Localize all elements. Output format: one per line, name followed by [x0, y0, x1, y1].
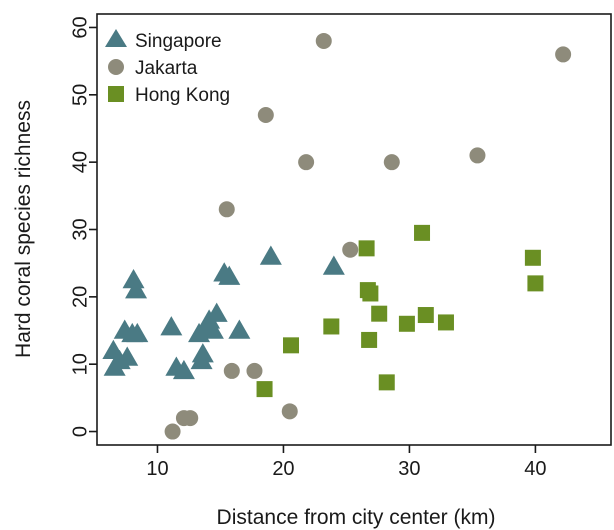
point-hong-kong — [323, 318, 340, 335]
point-jakarta — [164, 423, 181, 440]
legend-label-hong-kong: Hong Kong — [135, 85, 230, 106]
point-singapore — [322, 255, 345, 275]
point-jakarta — [182, 410, 199, 427]
y-tick-label: 10 — [69, 353, 91, 375]
point-hong-kong — [417, 307, 434, 324]
point-hong-kong — [527, 275, 544, 292]
series-singapore — [102, 245, 345, 380]
legend-label-jakarta: Jakarta — [135, 58, 198, 79]
point-singapore — [191, 343, 214, 363]
point-singapore — [201, 319, 224, 339]
point-singapore — [160, 316, 183, 336]
legend-marker-singapore — [105, 29, 127, 47]
point-singapore — [172, 359, 195, 380]
legend-marker-jakarta — [108, 59, 124, 75]
y-tick-label: 50 — [69, 84, 91, 106]
y-tick-label: 40 — [69, 151, 91, 173]
point-singapore — [228, 319, 251, 339]
legend-item-hong-kong: Hong Kong — [108, 85, 230, 106]
point-jakarta — [298, 154, 315, 171]
x-tick-label: 10 — [146, 458, 168, 480]
point-jakarta — [257, 107, 274, 124]
point-hong-kong — [358, 240, 375, 257]
point-hong-kong — [414, 224, 431, 241]
point-jakarta — [555, 46, 572, 63]
y-tick-label: 30 — [69, 218, 91, 240]
series-jakarta — [164, 32, 572, 440]
point-singapore — [125, 279, 148, 299]
y-tick-label: 0 — [69, 426, 91, 437]
point-hong-kong — [378, 374, 395, 391]
x-tick-label: 30 — [398, 458, 420, 480]
point-jakarta — [315, 32, 332, 49]
point-hong-kong — [398, 315, 415, 332]
point-hong-kong — [256, 381, 273, 398]
point-jakarta — [383, 154, 400, 171]
legend-item-singapore: Singapore — [105, 29, 222, 52]
y-axis-title: Hard coral species richness — [12, 100, 35, 358]
x-axis-title: Distance from city center (km) — [217, 506, 496, 529]
x-tick-label: 20 — [272, 458, 294, 480]
point-singapore — [126, 322, 149, 343]
legend-item-jakarta: Jakarta — [108, 58, 198, 79]
point-jakarta — [281, 403, 298, 420]
y-tick-label: 20 — [69, 286, 91, 308]
point-hong-kong — [283, 337, 300, 354]
y-axis: 0 10 20 30 40 50 60 — [69, 16, 97, 437]
legend-label-singapore: Singapore — [135, 31, 222, 52]
legend: Singapore Jakarta Hong Kong — [105, 29, 230, 106]
x-axis: 10 20 30 40 — [146, 445, 547, 480]
legend-marker-hong-kong — [108, 86, 124, 102]
data-points — [102, 32, 572, 440]
x-tick-label: 40 — [524, 458, 546, 480]
point-hong-kong — [371, 305, 388, 322]
point-jakarta — [223, 362, 240, 379]
point-singapore — [218, 265, 241, 285]
y-tick-label: 60 — [69, 16, 91, 38]
point-hong-kong — [361, 331, 378, 348]
point-singapore — [205, 302, 228, 322]
point-jakarta — [246, 362, 263, 379]
point-hong-kong — [437, 314, 454, 331]
point-jakarta — [218, 201, 235, 218]
point-jakarta — [469, 147, 486, 164]
point-singapore — [122, 269, 145, 289]
point-hong-kong — [362, 285, 379, 302]
point-jakarta — [342, 241, 359, 258]
point-hong-kong — [524, 249, 541, 266]
series-hong-kong — [256, 224, 544, 398]
point-singapore — [116, 346, 139, 366]
point-singapore — [259, 245, 282, 265]
